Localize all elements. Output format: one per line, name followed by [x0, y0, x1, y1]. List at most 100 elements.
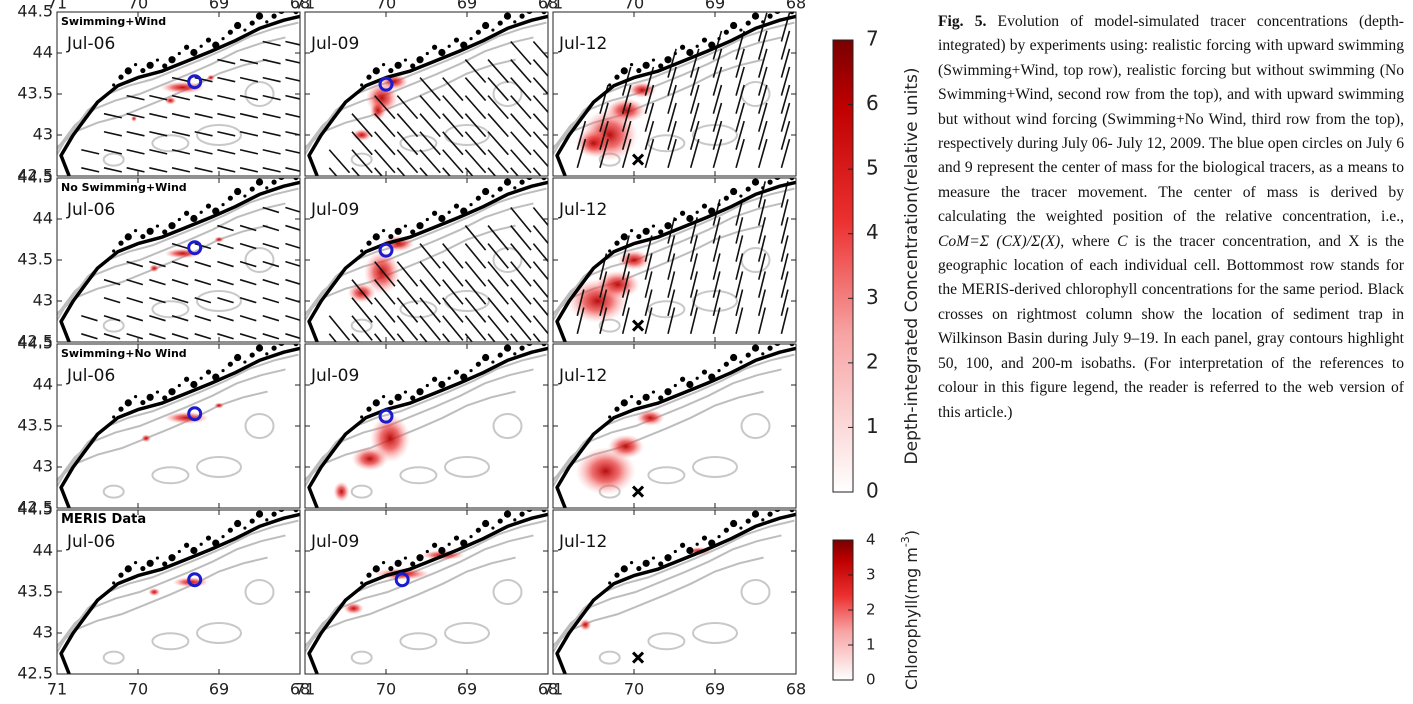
island	[190, 546, 198, 555]
island	[541, 510, 547, 513]
wind-vector	[149, 260, 166, 268]
wind-vector	[351, 131, 373, 156]
wind-vector	[487, 95, 509, 120]
wind-vector	[328, 333, 338, 342]
wind-vector	[712, 66, 723, 96]
wind-vector	[667, 289, 676, 316]
island	[255, 12, 264, 20]
isobath	[598, 650, 621, 665]
island	[541, 12, 547, 15]
island	[162, 229, 168, 235]
island	[761, 352, 765, 356]
island	[608, 415, 612, 419]
wind-vector	[712, 48, 723, 78]
island	[469, 37, 473, 41]
island	[730, 353, 738, 362]
row-label: No Swimming+Wind	[61, 181, 187, 194]
caption-formula: CoM=Σ (CX)/Σ(X)	[938, 232, 1061, 250]
island	[708, 539, 716, 547]
panel-bg	[305, 12, 548, 176]
map-panel	[553, 178, 796, 342]
island	[460, 539, 468, 547]
wind-vector	[194, 167, 213, 173]
island	[146, 61, 154, 69]
tracer	[636, 409, 665, 426]
wind-vector	[735, 217, 744, 244]
wind-vector	[621, 138, 632, 169]
wind-vector	[262, 40, 281, 47]
island	[701, 369, 708, 375]
wind-vector	[442, 315, 464, 341]
island	[482, 187, 490, 196]
wind-vector	[285, 76, 300, 82]
wind-vector	[217, 333, 234, 340]
isobath	[244, 247, 275, 273]
wind-vector	[757, 84, 768, 114]
island	[265, 186, 269, 190]
wind-vector	[351, 113, 373, 138]
wind-vector	[285, 112, 300, 118]
wind-vector	[644, 138, 655, 169]
x-tick-label: 71	[295, 680, 315, 699]
x-tick-label: 71	[47, 680, 67, 699]
center-of-mass	[187, 406, 203, 422]
coastline	[555, 512, 796, 674]
wind-vector	[464, 131, 487, 156]
island	[629, 561, 634, 565]
wind-vector	[217, 148, 236, 155]
wind-vector	[239, 242, 257, 250]
x-tick-label: 70	[376, 0, 396, 13]
island	[767, 511, 773, 517]
x-tick-label: 71	[47, 0, 67, 13]
wind-vector	[735, 48, 745, 78]
island	[425, 383, 429, 388]
island	[460, 207, 468, 215]
wind-vector	[464, 243, 487, 269]
center-of-mass	[378, 76, 394, 92]
wind-vector	[285, 148, 300, 154]
x-tick-label: 69	[209, 0, 229, 13]
colorbar-tick-label: 3	[866, 285, 879, 309]
isobath	[244, 413, 275, 439]
island	[133, 63, 138, 67]
wind-vector	[328, 167, 338, 176]
wind-vector	[285, 58, 300, 64]
wind-vector	[532, 167, 542, 176]
island	[381, 63, 386, 67]
island	[475, 29, 481, 35]
coastline	[59, 346, 300, 508]
x-tick-label: 70	[128, 680, 148, 699]
island	[366, 74, 372, 80]
island	[482, 519, 490, 528]
wind-vector	[374, 315, 396, 341]
wind-vector	[644, 307, 653, 334]
wind-vector	[780, 235, 789, 262]
wind-vector	[689, 66, 700, 96]
island	[221, 535, 225, 539]
tracer	[206, 74, 215, 81]
island	[789, 178, 795, 181]
wind-vector	[396, 333, 406, 342]
isobath	[350, 318, 373, 333]
wind-vector	[149, 333, 166, 340]
island	[112, 581, 116, 585]
island	[761, 20, 765, 24]
island	[381, 561, 386, 565]
island	[673, 549, 677, 554]
isobath	[57, 368, 286, 483]
isobath	[102, 318, 125, 333]
isobath	[553, 36, 782, 151]
wind-vector	[464, 149, 487, 174]
island	[403, 224, 408, 228]
wind-vector	[621, 253, 630, 280]
island	[717, 37, 721, 41]
island	[190, 48, 198, 57]
wind-vector	[103, 296, 121, 304]
wind-vector	[735, 235, 744, 262]
island	[432, 542, 438, 548]
island	[212, 41, 220, 49]
isobath	[647, 300, 686, 319]
wind-vector	[532, 59, 548, 78]
island	[140, 67, 146, 74]
map-panel	[553, 12, 796, 176]
